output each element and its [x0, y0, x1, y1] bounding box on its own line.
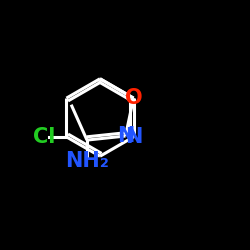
Text: Cl: Cl: [33, 127, 55, 147]
Text: NH₂: NH₂: [65, 151, 109, 171]
Text: N: N: [117, 126, 134, 146]
Text: O: O: [125, 88, 142, 108]
Text: N: N: [125, 127, 142, 147]
